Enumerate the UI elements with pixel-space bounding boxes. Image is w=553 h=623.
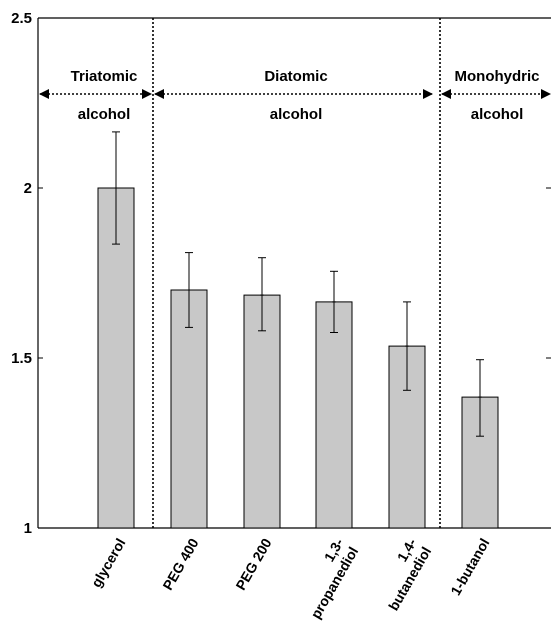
x-tick-label: 1,3-propanediol bbox=[307, 535, 361, 621]
bar bbox=[97, 187, 135, 529]
x-tick-label: PEG 400 bbox=[159, 535, 201, 592]
x-tick-label: 1,4-butanediol bbox=[385, 535, 434, 613]
y-tick-label: 1 bbox=[24, 520, 32, 537]
x-tick-label: glycerol bbox=[88, 536, 129, 591]
group-label: Diatomic bbox=[264, 68, 327, 85]
y-tick-label: 2.5 bbox=[11, 10, 32, 27]
x-tick-label-line: PEG 400 bbox=[159, 535, 201, 592]
y-tick-label: 2 bbox=[24, 180, 32, 197]
x-tick-label-line: glycerol bbox=[88, 536, 129, 591]
x-tick-label: PEG 200 bbox=[232, 535, 274, 592]
group-label: Triatomic bbox=[71, 68, 138, 85]
group-label: alcohol bbox=[78, 106, 131, 123]
y-tick-label: 1.5 bbox=[11, 350, 32, 367]
x-tick-label: 1-butanol bbox=[447, 536, 492, 599]
group-label: Monohydric bbox=[455, 68, 540, 85]
group-label: alcohol bbox=[270, 106, 323, 123]
x-tick-label-line: PEG 200 bbox=[232, 535, 274, 592]
bar bbox=[315, 301, 353, 529]
x-tick-label-line: 1-butanol bbox=[447, 536, 492, 599]
group-label: alcohol bbox=[471, 106, 524, 123]
